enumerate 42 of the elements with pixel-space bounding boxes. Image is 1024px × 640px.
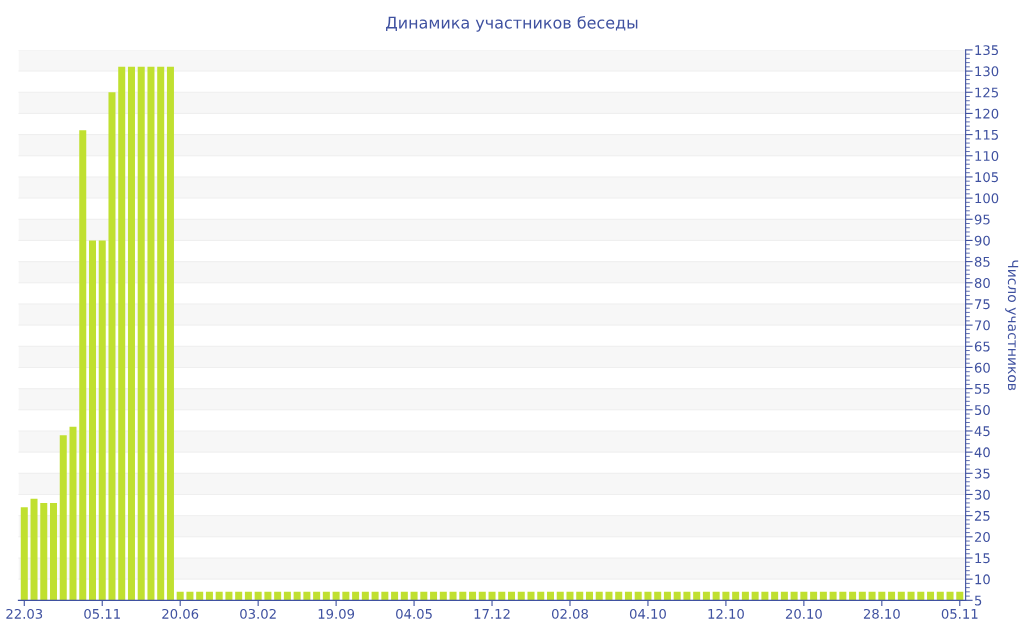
x-tick-label: 05.11 xyxy=(941,608,978,619)
y-tick-label: 115 xyxy=(975,129,998,140)
y-tick-label: 45 xyxy=(974,426,990,437)
y-tick-label: 80 xyxy=(974,278,990,288)
y-tick-label: 35 xyxy=(974,468,990,479)
y-tick-label: 30 xyxy=(974,489,990,500)
y-tick-label: 65 xyxy=(974,341,990,352)
x-tick-label: 02.08 xyxy=(551,608,588,619)
y-tick-label: 105 xyxy=(975,172,998,183)
chart-title: Динамика участников беседы xyxy=(386,16,638,32)
x-tick-label: 04.05 xyxy=(396,608,432,619)
y-axis-title: Число участников xyxy=(1005,260,1019,391)
y-tick-label: 75 xyxy=(975,299,990,310)
y-tick-label: 40 xyxy=(974,447,990,458)
y-tick-label: 25 xyxy=(974,510,990,521)
y-tick-label: 15 xyxy=(975,553,990,564)
y-tick-label: 125 xyxy=(975,87,998,98)
y-tick-label: 55 xyxy=(974,384,990,394)
y-tick-label: 95 xyxy=(974,214,990,225)
x-tick-label: 19.09 xyxy=(318,608,355,619)
y-tick-label: 130 xyxy=(975,66,999,77)
y-tick-label: 85 xyxy=(974,256,990,267)
x-tick-label: 12.10 xyxy=(708,608,744,619)
x-tick-label: 05.11 xyxy=(84,608,120,619)
x-tick-label: 03.02 xyxy=(240,608,276,619)
x-tick-label: 28.10 xyxy=(863,608,900,619)
x-tick-label: 20.06 xyxy=(162,608,199,619)
y-tick-label: 100 xyxy=(975,193,999,204)
y-tick-label: 90 xyxy=(974,235,990,246)
x-tick-label: 04.10 xyxy=(629,608,666,619)
x-tick-label: 22.03 xyxy=(6,608,43,619)
y-tick-label: 10 xyxy=(975,574,990,585)
y-tick-label: 70 xyxy=(975,320,990,331)
x-tick-label: 20.10 xyxy=(785,608,822,619)
y-tick-label: 110 xyxy=(975,150,999,161)
x-tick-label: 17.12 xyxy=(474,608,510,619)
y-tick-label: 20 xyxy=(974,532,990,543)
y-tick-label: 135 xyxy=(975,45,998,56)
y-tick-label: 50 xyxy=(974,405,990,415)
y-tick-label: 5 xyxy=(974,595,982,606)
y-tick-label: 120 xyxy=(975,108,999,119)
y-tick-label: 60 xyxy=(974,362,990,373)
